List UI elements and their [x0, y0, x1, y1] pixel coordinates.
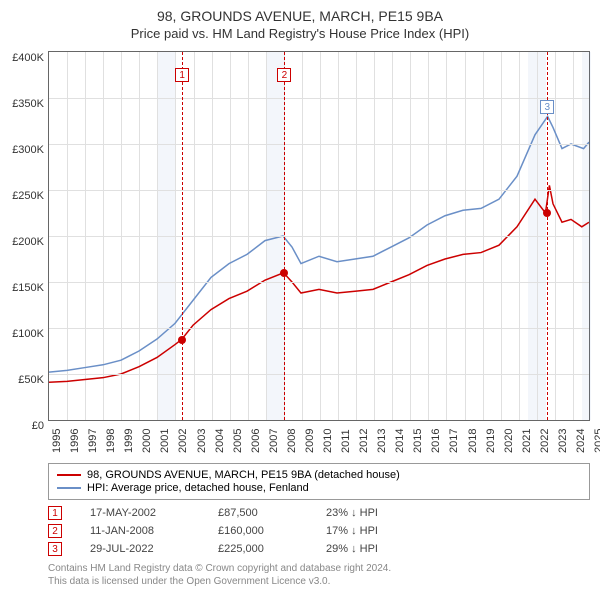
y-axis: £0£50K£100K£150K£200K£250K£300K£350K£400…	[0, 58, 46, 428]
x-tick-label: 2020	[503, 429, 515, 453]
x-tick-label: 2012	[358, 429, 370, 453]
gridline-h	[49, 282, 589, 283]
footer-line1: Contains HM Land Registry data © Crown c…	[48, 562, 590, 575]
legend-label-red: 98, GROUNDS AVENUE, MARCH, PE15 9BA (det…	[87, 469, 400, 481]
sale-date: 11-JAN-2008	[90, 525, 190, 537]
series-blue	[49, 116, 589, 372]
footer-note: Contains HM Land Registry data © Crown c…	[48, 562, 590, 588]
x-tick-label: 2015	[412, 429, 424, 453]
x-axis: 1995 1996 1997 1998 1999 2000 2001 2002 2003 2004…	[48, 421, 590, 457]
sale-date: 29-JUL-2022	[90, 543, 190, 555]
plot-area: 1 2 3	[48, 51, 590, 421]
marker-line-1	[182, 52, 183, 420]
sale-row: 3 29-JUL-2022 £225,000 29% ↓ HPI	[48, 542, 590, 556]
y-tick-label: £50K	[18, 374, 44, 386]
x-tick-label: 2011	[340, 429, 352, 453]
y-tick-label: £200K	[12, 236, 44, 248]
x-tick-label: 1995	[51, 429, 63, 453]
sale-price: £160,000	[218, 525, 298, 537]
sale-row: 1 17-MAY-2002 £87,500 23% ↓ HPI	[48, 506, 590, 520]
x-tick-label: 2008	[286, 429, 298, 453]
x-tick-label: 1996	[69, 429, 81, 453]
sale-row: 2 11-JAN-2008 £160,000 17% ↓ HPI	[48, 524, 590, 538]
x-tick-label: 2018	[467, 429, 479, 453]
x-tick-label: 2006	[250, 429, 262, 453]
x-tick-label: 2024	[575, 429, 587, 453]
x-tick-label: 2013	[376, 429, 388, 453]
x-tick-label: 2021	[521, 429, 533, 453]
x-tick-label: 2019	[485, 429, 497, 453]
marker-box-1: 1	[175, 68, 189, 82]
sale-price: £225,000	[218, 543, 298, 555]
legend-swatch-red	[57, 474, 81, 476]
y-tick-label: £150K	[12, 282, 44, 294]
gridline-h	[49, 190, 589, 191]
x-tick-label: 2023	[557, 429, 569, 453]
sales-table: 1 17-MAY-2002 £87,500 23% ↓ HPI 2 11-JAN-2008…	[48, 506, 590, 556]
chart-subtitle: Price paid vs. HM Land Registry's House …	[0, 26, 600, 41]
sale-diff: 23% ↓ HPI	[326, 507, 416, 519]
sale-diff: 17% ↓ HPI	[326, 525, 416, 537]
gridline-h	[49, 98, 589, 99]
x-tick-label: 1997	[87, 429, 99, 453]
x-tick-label: 2010	[322, 429, 334, 453]
x-tick-label: 2017	[448, 429, 460, 453]
legend-swatch-blue	[57, 487, 81, 489]
y-tick-label: £0	[32, 420, 44, 432]
x-tick-label: 2016	[430, 429, 442, 453]
sale-num-box: 3	[48, 542, 62, 556]
x-tick-label: 2002	[177, 429, 189, 453]
sale-price: £87,500	[218, 507, 298, 519]
x-tick-label: 2004	[214, 429, 226, 453]
chart-container: 98, GROUNDS AVENUE, MARCH, PE15 9BA Pric…	[0, 0, 600, 588]
chart-title: 98, GROUNDS AVENUE, MARCH, PE15 9BA	[0, 8, 600, 24]
marker-box-2: 2	[277, 68, 291, 82]
sale-diff: 29% ↓ HPI	[326, 543, 416, 555]
legend: 98, GROUNDS AVENUE, MARCH, PE15 9BA (det…	[48, 463, 590, 500]
series-red	[49, 185, 589, 382]
sale-num-box: 2	[48, 524, 62, 538]
x-tick-label: 2000	[141, 429, 153, 453]
y-tick-label: £250K	[12, 190, 44, 202]
x-tick-label: 2009	[304, 429, 316, 453]
marker-line-2	[284, 52, 285, 420]
y-tick-label: £100K	[12, 328, 44, 340]
legend-item-blue: HPI: Average price, detached house, Fenl…	[57, 482, 581, 494]
x-tick-label: 2007	[268, 429, 280, 453]
x-tick-label: 2025	[593, 429, 600, 453]
y-tick-label: £350K	[12, 98, 44, 110]
x-tick-label: 2014	[394, 429, 406, 453]
sale-num-box: 1	[48, 506, 62, 520]
marker-dot-3	[543, 209, 551, 217]
gridline-h	[49, 236, 589, 237]
y-tick-label: £400K	[12, 52, 44, 64]
gridline-h	[49, 144, 589, 145]
x-tick-label: 1999	[123, 429, 135, 453]
x-tick-label: 2005	[232, 429, 244, 453]
legend-label-blue: HPI: Average price, detached house, Fenl…	[87, 482, 309, 494]
title-block: 98, GROUNDS AVENUE, MARCH, PE15 9BA Pric…	[0, 0, 600, 41]
marker-box-3: 3	[540, 100, 554, 114]
legend-item-red: 98, GROUNDS AVENUE, MARCH, PE15 9BA (det…	[57, 469, 581, 481]
x-tick-label: 2003	[196, 429, 208, 453]
gridline-h	[49, 328, 589, 329]
gridline-h	[49, 374, 589, 375]
x-tick-label: 1998	[105, 429, 117, 453]
y-tick-label: £300K	[12, 144, 44, 156]
marker-dot-2	[280, 269, 288, 277]
x-tick-label: 2022	[539, 429, 551, 453]
x-tick-label: 2001	[159, 429, 171, 453]
footer-line2: This data is licensed under the Open Gov…	[48, 575, 590, 588]
marker-dot-1	[178, 336, 186, 344]
sale-date: 17-MAY-2002	[90, 507, 190, 519]
